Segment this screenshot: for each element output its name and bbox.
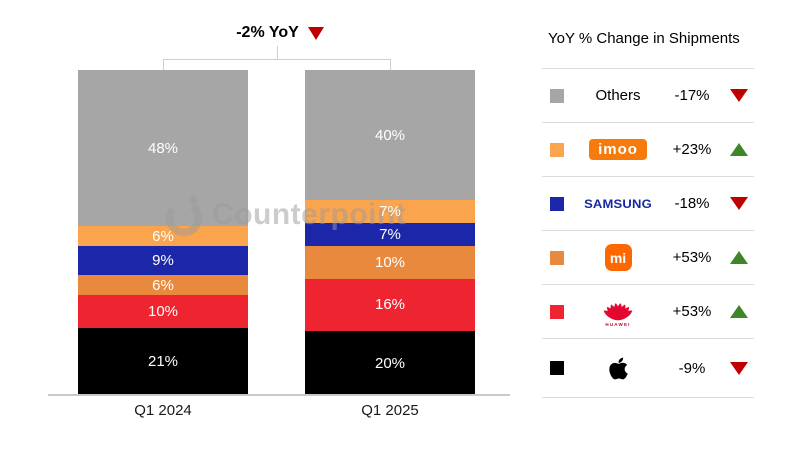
segment-value-label: 6%	[152, 227, 174, 245]
samsung-change-value: -18%	[674, 195, 710, 212]
huawei-wordmark: HUAWEI	[605, 321, 631, 327]
segment-value-label: 7%	[379, 203, 401, 221]
bracket-left-stub-line	[163, 60, 164, 70]
apple-logo-icon	[608, 357, 628, 379]
legend-title: YoY % Change in Shipments	[542, 22, 754, 69]
segment-huawei-q1-2025: 16%	[305, 278, 475, 331]
legend-row-samsung: SAMSUNG -18%	[542, 177, 754, 231]
category-label-q1-2025: Q1 2025	[361, 402, 419, 419]
x-axis-line	[48, 394, 510, 396]
total-yoy-annotation: -2% YoY	[180, 24, 380, 42]
bar-q1-2025: 40% 7% 7% 10% 16% 20%	[305, 70, 475, 396]
segment-mi-q1-2024: 6%	[78, 275, 248, 295]
segment-value-label: 7%	[379, 226, 401, 244]
huawei-logo-icon	[603, 302, 633, 320]
total-yoy-label: -2% YoY	[236, 24, 299, 41]
bar-q1-2024: 48% 6% 9% 6% 10% 21%	[78, 70, 248, 397]
segment-value-label: 10%	[147, 302, 179, 320]
segment-value-label: 48%	[147, 139, 179, 157]
segment-value-label: 10%	[374, 253, 406, 271]
yoy-down-triangle-icon	[307, 26, 324, 40]
segment-mi-q1-2025: 10%	[305, 245, 475, 279]
segment-value-label: 9%	[152, 252, 174, 270]
category-label-q1-2024: Q1 2024	[134, 402, 192, 419]
apple-swatch-icon	[550, 361, 564, 375]
apple-change-value: -9%	[678, 359, 706, 377]
segment-apple-q1-2025: 20%	[305, 330, 475, 396]
bracket-right-stub-line	[390, 60, 391, 70]
legend-panel: YoY % Change in Shipments Others -17% im…	[542, 22, 754, 398]
imoo-logo-icon: imoo	[589, 139, 647, 160]
segment-imoo-q1-2024: 6%	[78, 226, 248, 247]
mi-logo-icon: mi	[604, 244, 632, 271]
segment-value-label: 40%	[374, 126, 406, 144]
apple-down-triangle-icon	[730, 361, 748, 375]
segment-others-q1-2024: 48%	[78, 70, 248, 227]
others-brand-label: Others	[595, 87, 641, 104]
huawei-swatch-icon	[550, 304, 564, 319]
segment-others-q1-2025: 40%	[305, 70, 475, 201]
legend-row-imoo: imoo +23%	[542, 123, 754, 177]
segment-apple-q1-2024: 21%	[78, 327, 248, 397]
imoo-swatch-icon	[550, 142, 564, 157]
samsung-logo-icon: SAMSUNG	[584, 196, 652, 211]
segment-value-label: 21%	[147, 353, 179, 371]
legend-row-others: Others -17%	[542, 69, 754, 123]
mi-change-value: +53%	[672, 249, 712, 266]
legend-row-huawei: HUAWEI +53%	[542, 285, 754, 339]
imoo-change-value: +23%	[672, 141, 712, 158]
huawei-up-triangle-icon	[730, 305, 748, 318]
segment-value-label: 6%	[152, 276, 174, 294]
segment-samsung-q1-2025: 7%	[305, 223, 475, 246]
imoo-up-triangle-icon	[730, 143, 748, 156]
bracket-horizontal-line	[163, 59, 391, 60]
mi-up-triangle-icon	[730, 251, 748, 264]
segment-huawei-q1-2024: 10%	[78, 294, 248, 328]
others-change-value: -17%	[674, 87, 710, 104]
segment-samsung-q1-2024: 9%	[78, 246, 248, 276]
segment-value-label: 20%	[374, 354, 406, 372]
others-down-triangle-icon	[730, 89, 748, 102]
bracket-stem-line	[277, 46, 278, 59]
legend-row-apple: -9%	[542, 339, 754, 398]
huawei-change-value: +53%	[672, 303, 712, 320]
segment-imoo-q1-2025: 7%	[305, 200, 475, 224]
others-swatch-icon	[550, 88, 564, 103]
segment-value-label: 16%	[374, 296, 406, 314]
mi-swatch-icon	[550, 250, 564, 265]
samsung-swatch-icon	[550, 196, 564, 211]
samsung-down-triangle-icon	[730, 197, 748, 210]
legend-row-mi: mi +53%	[542, 231, 754, 285]
